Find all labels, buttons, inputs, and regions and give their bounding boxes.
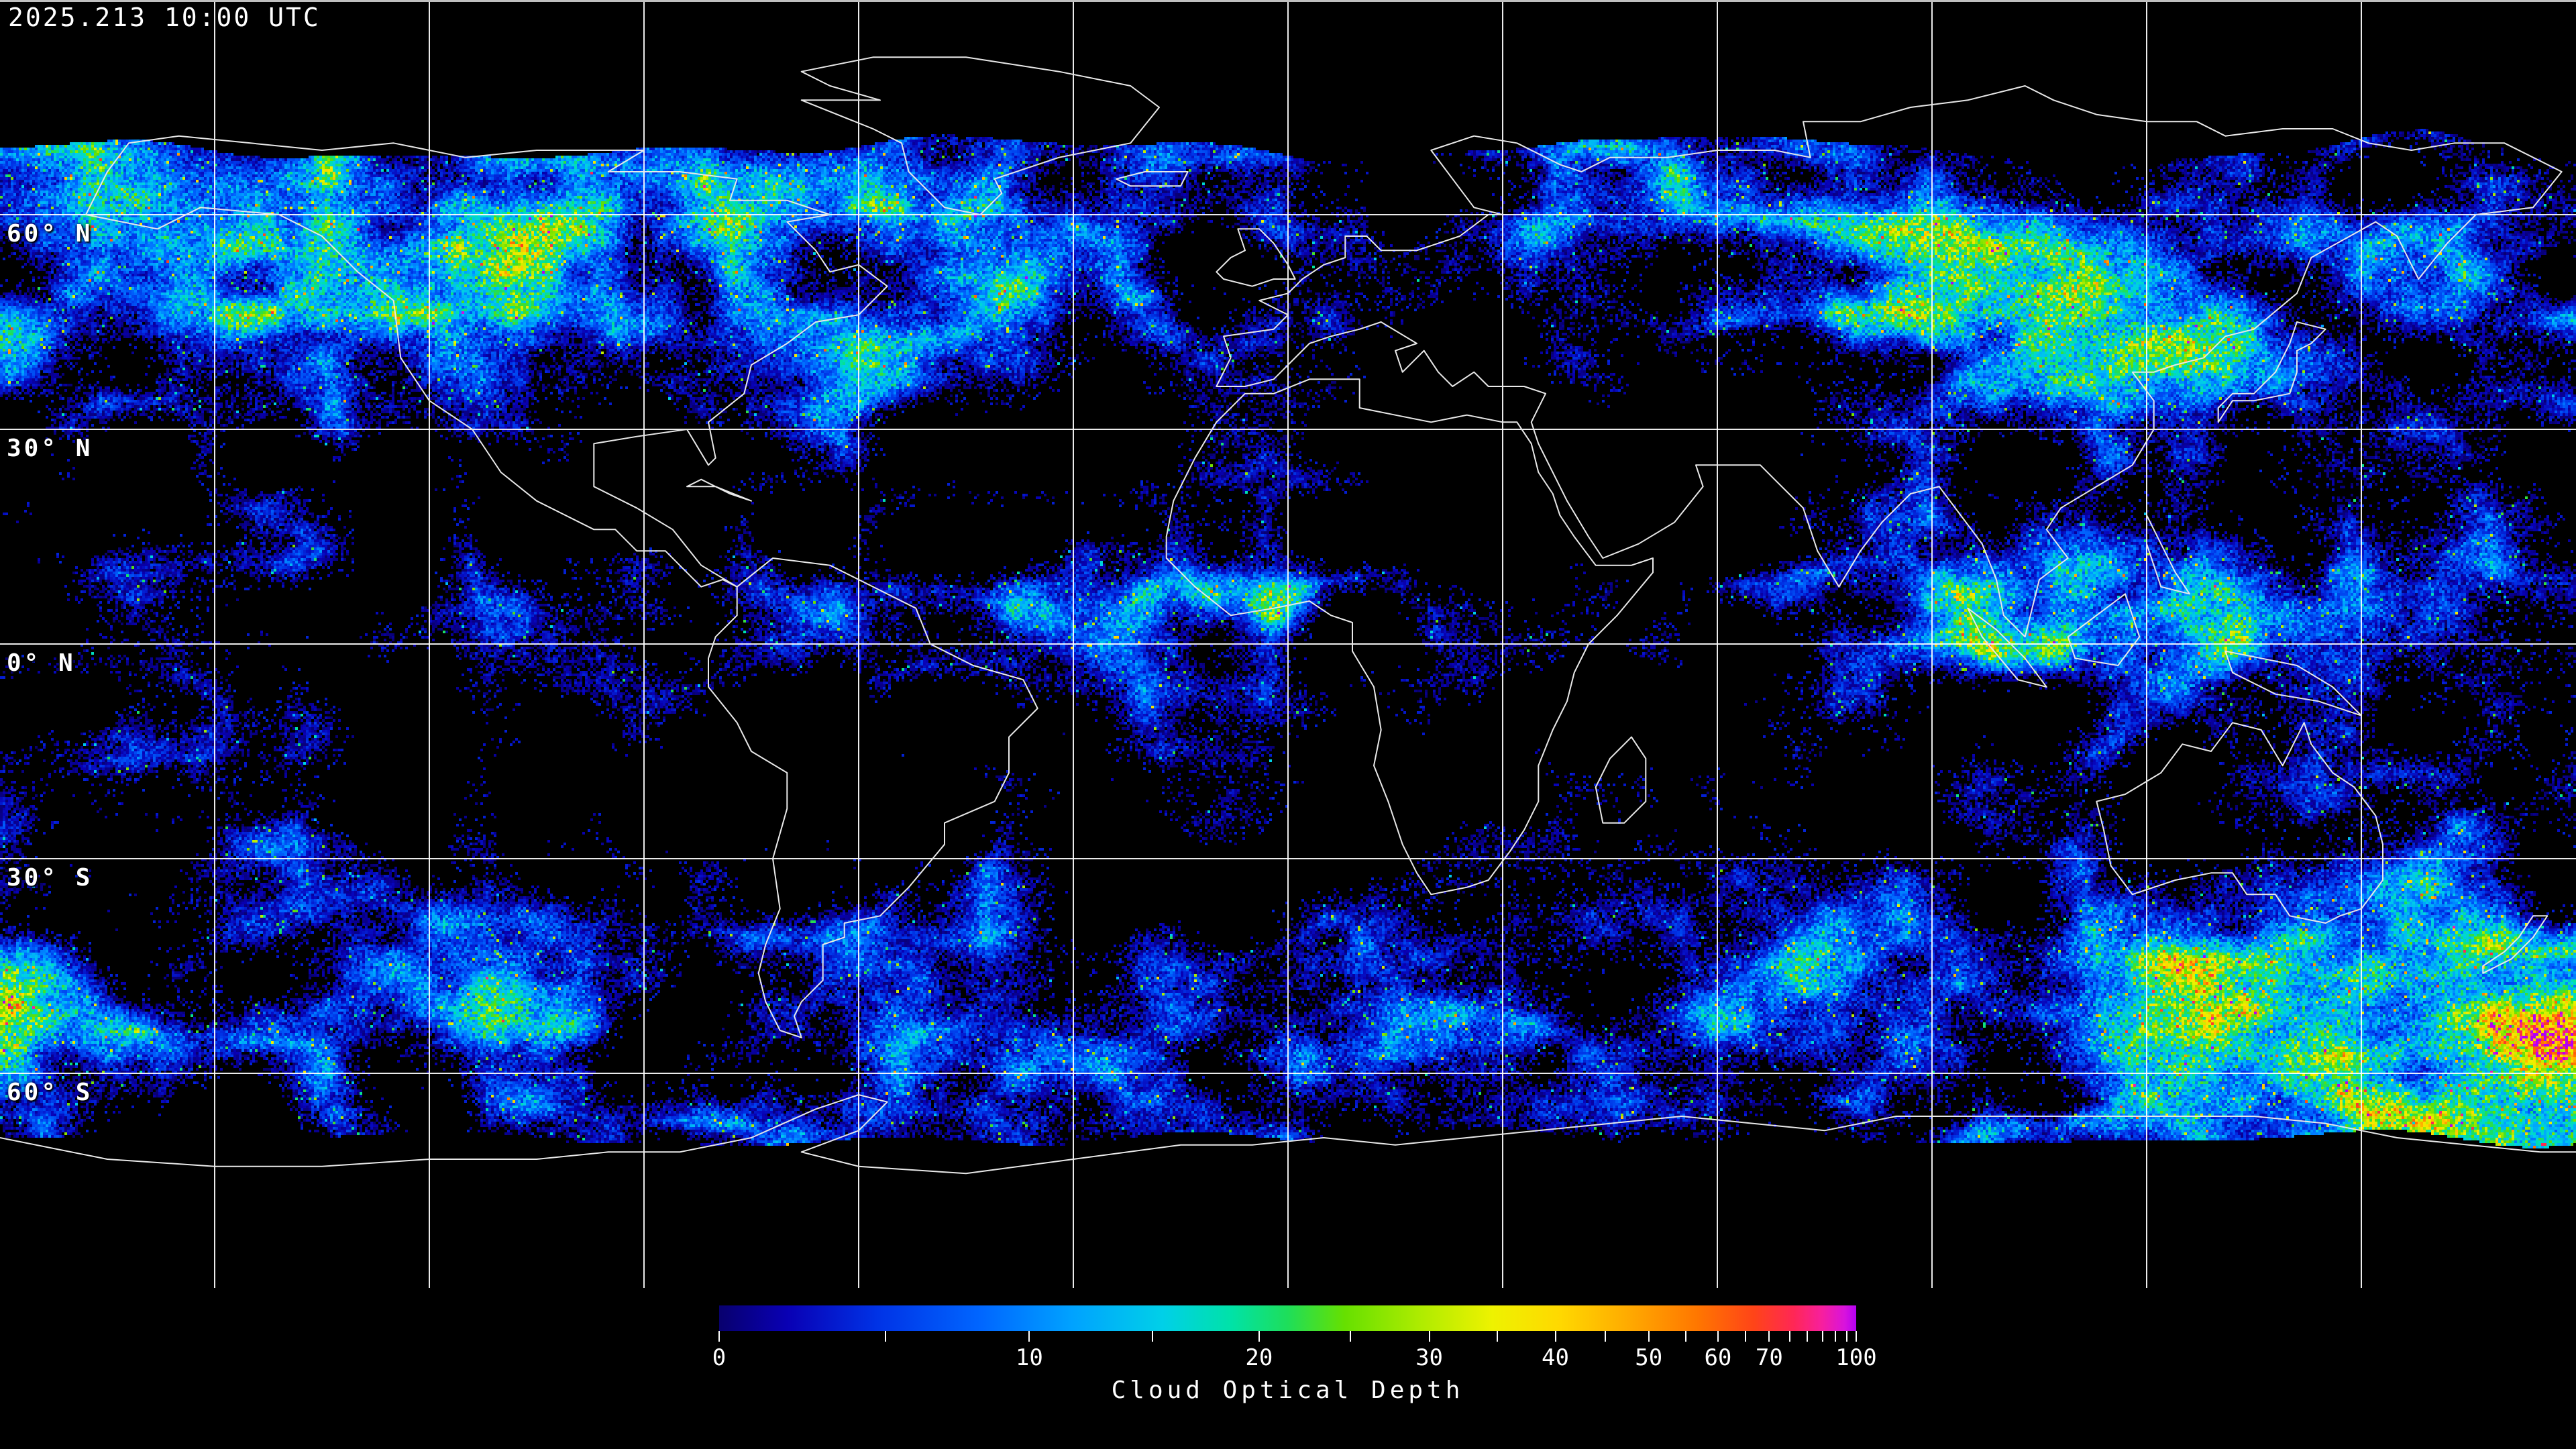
colorbar-tick-30 [1428, 1331, 1430, 1342]
colorbar-tick-45 [1605, 1331, 1607, 1342]
colorbar-tick-50 [1648, 1331, 1650, 1342]
colorbar-tick-label-100: 100 [1835, 1344, 1877, 1371]
colorbar-tick-65 [1745, 1331, 1747, 1342]
coastlines-overlay [0, 56, 2576, 1175]
colorbar-tick-70 [1768, 1331, 1770, 1342]
colorbar-tick-label-10: 10 [1015, 1344, 1043, 1371]
coastline-segment [708, 557, 1038, 1038]
coastline-segment [1216, 228, 1296, 287]
colorbar-tick-label-40: 40 [1542, 1344, 1569, 1371]
colorbar-tick-25 [1350, 1331, 1352, 1342]
colorbar-tick-60 [1717, 1331, 1719, 1342]
lat-label-0N: 0° N [7, 649, 76, 677]
colorbar-tick-40 [1554, 1331, 1556, 1342]
coastline-segment [1967, 607, 2047, 688]
gridline-lat-30 [0, 429, 2576, 430]
gridline-lat-0 [0, 643, 2576, 645]
coastline-segment [1216, 85, 2563, 638]
colorbar-tick-95 [1845, 1331, 1847, 1342]
colorbar-tick-label-50: 50 [1635, 1344, 1663, 1371]
colorbar-tick-label-60: 60 [1704, 1344, 1732, 1371]
coastline-segment [85, 135, 888, 588]
colorbar-tick-label-70: 70 [1755, 1344, 1783, 1371]
coastline-segment [1165, 378, 1654, 896]
colorbar-tick-75 [1788, 1331, 1790, 1342]
colorbar-tick-10 [1028, 1331, 1030, 1342]
gridline-lat--30 [0, 858, 2576, 859]
colorbar-gradient [719, 1305, 1856, 1331]
colorbar-tick-label-0: 0 [712, 1344, 727, 1371]
coastline-segment [800, 56, 1160, 215]
coastline-segment [2482, 915, 2548, 974]
window-top-edge [0, 0, 2576, 2]
coastline-segment [0, 1094, 2576, 1175]
coastline-segment [2217, 321, 2326, 423]
coastline-segment [1116, 171, 1189, 187]
coastline-segment [1595, 736, 1647, 824]
coastline-segment [2146, 515, 2190, 595]
timestamp: 2025.213 10:00 UTC [8, 3, 321, 32]
colorbar-title: Cloud Optical Depth [1111, 1377, 1464, 1404]
coastline-segment [2067, 593, 2141, 666]
lat-label-60N: 60° N [7, 220, 93, 248]
gridline-lat--60 [0, 1073, 2576, 1074]
colorbar-tick-20 [1258, 1331, 1260, 1342]
colorbar-tick-55 [1685, 1331, 1687, 1342]
colorbar-tick-90 [1834, 1331, 1836, 1342]
colorbar-tick-5 [885, 1331, 887, 1342]
coastline-segment [2224, 650, 2362, 716]
colorbar-tick-85 [1821, 1331, 1823, 1342]
coastline-segment [2096, 722, 2383, 924]
colorbar-tick-label-30: 30 [1415, 1344, 1444, 1371]
colorbar-tick-100 [1856, 1331, 1857, 1342]
colorbar-tick-label-20: 20 [1245, 1344, 1273, 1371]
colorbar-tick-80 [1806, 1331, 1808, 1342]
lat-label-30S: 30° S [7, 864, 93, 892]
coastline-segment [686, 478, 752, 502]
lat-label-30N: 30° N [7, 435, 93, 462]
lat-label-60S: 60° S [7, 1079, 93, 1106]
gridline-lat-60 [0, 214, 2576, 215]
colorbar-tick-35 [1496, 1331, 1498, 1342]
colorbar-tick-0 [718, 1331, 720, 1342]
colorbar-tick-15 [1152, 1331, 1154, 1342]
